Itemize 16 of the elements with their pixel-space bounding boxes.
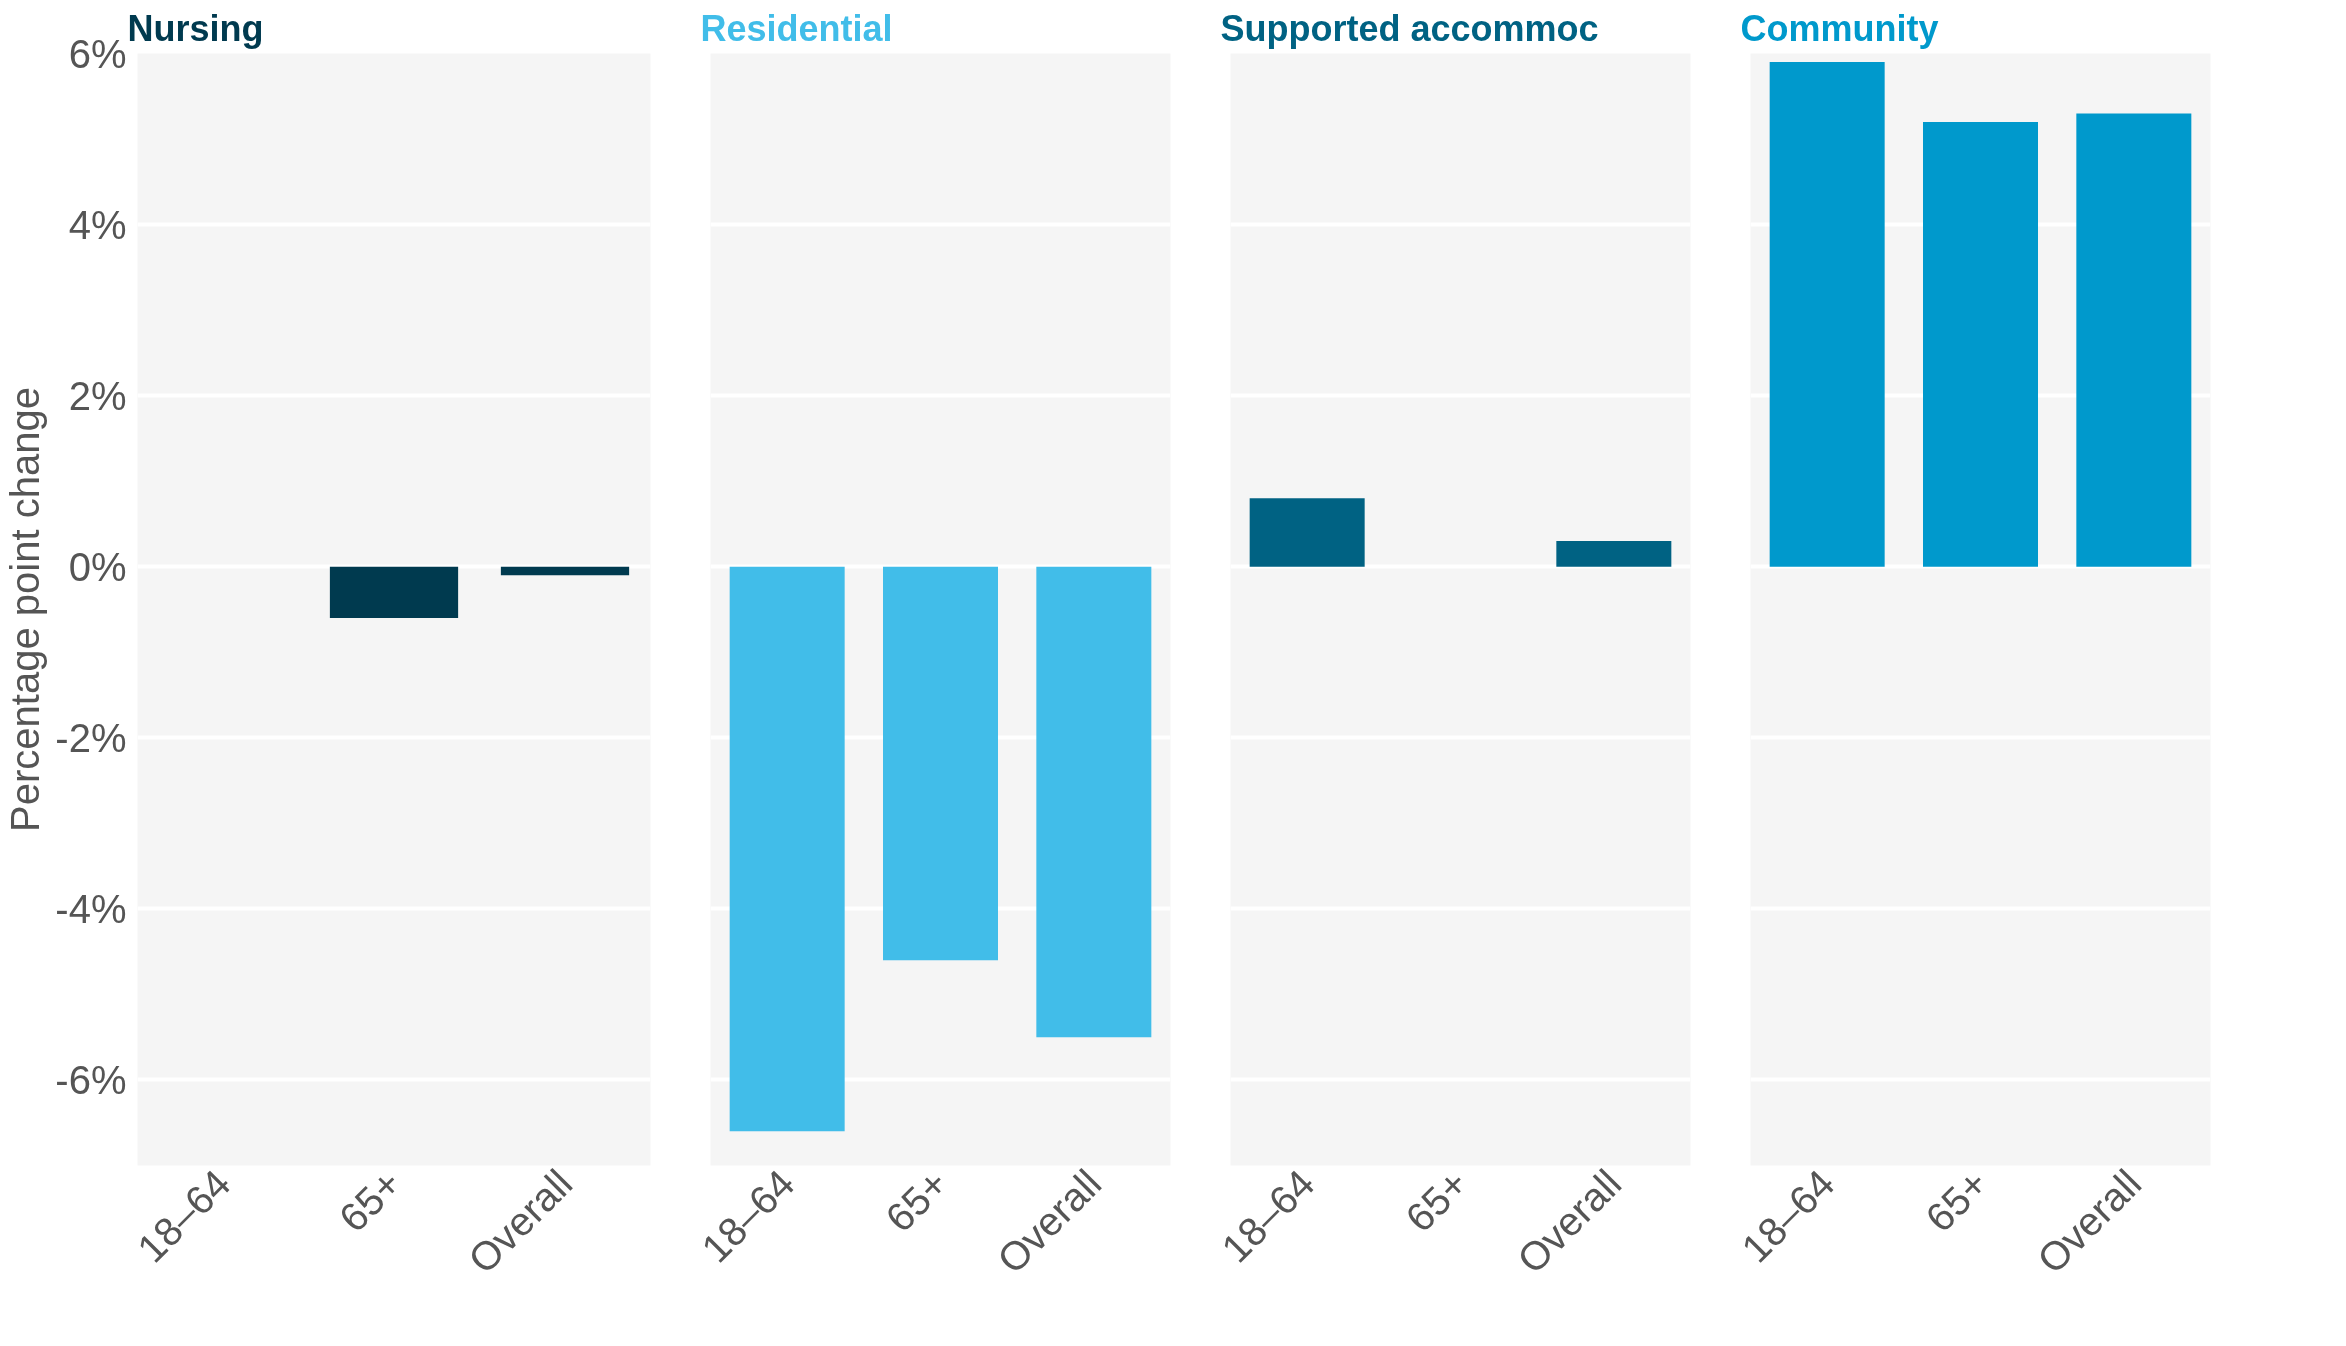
y-tick-label: 2% (68, 373, 127, 418)
y-tick-label: -4% (55, 886, 127, 931)
x-tick-label: 65+ (1916, 1160, 1997, 1241)
y-tick-label: 0% (68, 544, 127, 589)
chart-title: Community (1740, 7, 1939, 49)
chart-title: Supported accommoc (1220, 7, 1599, 49)
x-tick-label: 65+ (1396, 1160, 1477, 1241)
x-tick-label: 65+ (330, 1160, 410, 1241)
y-axis-title: Percentage point change (3, 387, 48, 832)
chart-title: Residential (700, 7, 893, 49)
y-tick-label: 4% (68, 202, 127, 247)
chart-title: Nursing (127, 7, 264, 49)
y-tick-label: -2% (55, 715, 127, 760)
y-tick-label: 6% (68, 31, 127, 76)
x-tick-label: 65+ (876, 1160, 957, 1241)
y-tick-label: -6% (55, 1057, 127, 1102)
